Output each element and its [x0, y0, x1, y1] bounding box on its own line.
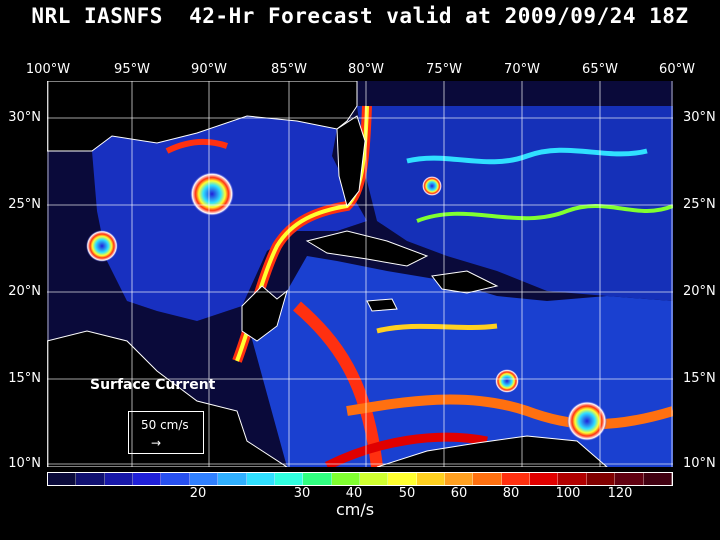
caribbean-eddy [495, 369, 519, 393]
colorbar-cell [388, 473, 417, 485]
colorbar-cell [133, 473, 162, 485]
lon-label: 65°W [582, 62, 618, 77]
lon-label: 95°W [114, 62, 150, 77]
atlantic-filament [416, 204, 673, 223]
lat-label-right: 30°N [683, 110, 716, 125]
colorbar [47, 472, 673, 486]
current-field [47, 81, 673, 467]
colorbar-cell [274, 473, 304, 485]
lat-label-left: 15°N [8, 371, 41, 386]
warm-eddy [190, 172, 234, 216]
gulf-front [165, 138, 228, 154]
graticule [47, 81, 673, 467]
lat-label-right: 25°N [683, 197, 716, 212]
hispaniola-land [431, 270, 499, 294]
atlantic-eddy [422, 176, 442, 196]
lon-label: 100°W [25, 62, 71, 77]
colorbar-cell [643, 473, 672, 485]
colorbar-cell [445, 473, 474, 485]
lon-label: 70°W [504, 62, 540, 77]
colorbar-tick: 50 [398, 486, 416, 501]
jamaica-land [366, 298, 398, 312]
colorbar-cell [331, 473, 360, 485]
south-america-land [376, 435, 608, 467]
colorbar-cell [48, 473, 77, 485]
colorbar-unit: cm/s [336, 500, 375, 519]
lon-label: 90°W [191, 62, 227, 77]
lon-label: 80°W [348, 62, 384, 77]
colorbar-cell [359, 473, 389, 485]
lat-label-left: 20°N [8, 284, 41, 299]
lat-label-right: 15°N [683, 371, 716, 386]
reference-vector-label: 50 cm/s [141, 418, 189, 432]
colorbar-cell [218, 473, 247, 485]
gulf-of-mexico [92, 116, 367, 321]
colorbar-tick: 60 [450, 486, 468, 501]
lat-label-left: 25°N [8, 197, 41, 212]
colorbar-cell [104, 473, 134, 485]
colorbar-cell [615, 473, 644, 485]
lat-label-right: 10°N [683, 456, 716, 471]
colorbar-cell [530, 473, 559, 485]
colorbar-cell [189, 473, 219, 485]
caribbean-eddy [567, 401, 607, 441]
lon-label: 75°W [426, 62, 462, 77]
colorbar-tick: 20 [189, 486, 207, 501]
colorbar-cell [558, 473, 587, 485]
colorbar-cell [501, 473, 531, 485]
lon-label: 85°W [271, 62, 307, 77]
lat-label-left: 10°N [8, 456, 41, 471]
central-america-land [47, 330, 288, 467]
colorbar-cell [161, 473, 190, 485]
caribbean-jet [293, 301, 383, 467]
current-map: Surface Current 50 cm/s → [47, 81, 673, 467]
colorbar-cell [473, 473, 502, 485]
yucatan-land [241, 285, 288, 342]
colorbar-tick: 100 [555, 486, 581, 501]
lon-label: 60°W [659, 62, 695, 77]
colorbar-cell [303, 473, 332, 485]
colorbar-cell [76, 473, 105, 485]
legend-label: Surface Current [90, 377, 216, 393]
colorbar-cell [246, 473, 275, 485]
caribbean-current [346, 394, 673, 430]
colorbar-tick: 80 [502, 486, 520, 501]
colorbar-cell [416, 473, 446, 485]
lat-label-left: 30°N [8, 110, 41, 125]
colorbar-cell [586, 473, 616, 485]
western-eddy [86, 230, 118, 262]
colorbar-tick: 120 [607, 486, 633, 501]
carib-filament [376, 323, 498, 334]
reference-vector-box: 50 cm/s → [128, 411, 204, 454]
south-jet [324, 432, 488, 467]
cuba-land [305, 230, 429, 267]
colorbar-tick: 40 [345, 486, 363, 501]
north-america-land [47, 81, 358, 152]
reference-arrow-icon: → [151, 436, 162, 450]
florida-land [336, 115, 366, 208]
lat-label-right: 20°N [683, 284, 716, 299]
page-title: NRL IASNFS 42-Hr Forecast valid at 2009/… [31, 4, 689, 28]
colorbar-tick: 30 [293, 486, 311, 501]
